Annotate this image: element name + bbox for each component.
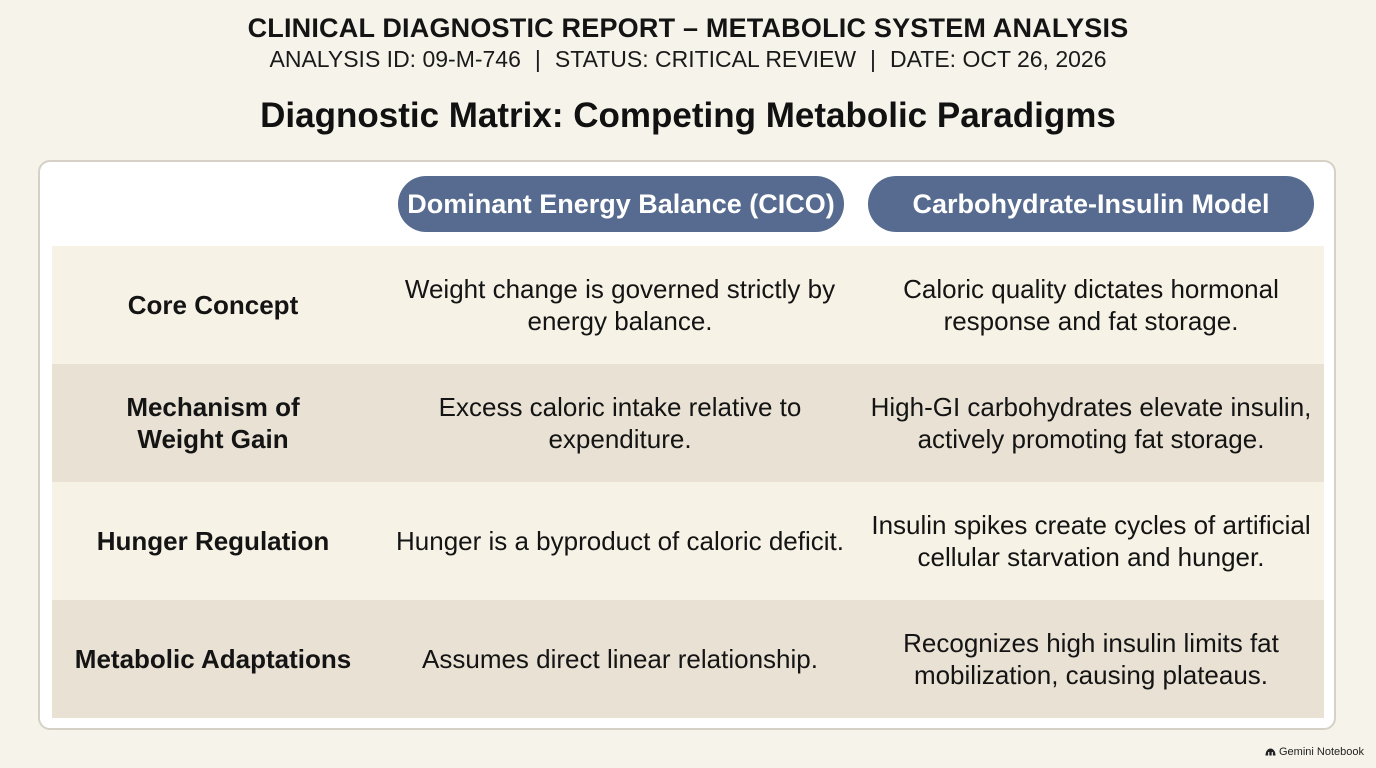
row-label: Metabolic Adaptations xyxy=(74,644,352,674)
row-label: Core Concept xyxy=(127,290,299,320)
row-label: Hunger Regulation xyxy=(96,526,330,556)
diagnostic-matrix-panel: Dominant Energy Balance (CICO) Carbohydr… xyxy=(38,160,1336,730)
matrix-row-hunger-regulation: Hunger Regulation Hunger is a byproduct … xyxy=(52,482,1324,600)
carb-insulin-cell: Caloric quality dictates hormonal respon… xyxy=(903,274,1279,336)
gemini-notebook-badge: Gemini Notebook xyxy=(1265,746,1364,758)
column-header-carb-insulin: Carbohydrate-Insulin Model xyxy=(868,176,1314,232)
cico-cell: Assumes direct linear relationship. xyxy=(422,644,818,674)
matrix-row-weight-gain: Mechanism of Weight Gain Excess caloric … xyxy=(52,364,1324,482)
status-text: STATUS: CRITICAL REVIEW xyxy=(554,46,857,72)
column-header-cico: Dominant Energy Balance (CICO) xyxy=(398,176,844,232)
badge-text: Gemini Notebook xyxy=(1279,746,1364,758)
notebook-logo-icon xyxy=(1265,748,1276,756)
cico-cell: Excess caloric intake relative to expend… xyxy=(438,392,802,454)
matrix-row-core-concept: Core Concept Weight change is governed s… xyxy=(52,246,1324,364)
report-header: CLINICAL DIAGNOSTIC REPORT – METABOLIC S… xyxy=(0,12,1376,74)
analysis-id: ANALYSIS ID: 09-M-746 xyxy=(269,46,521,72)
cico-cell: Hunger is a byproduct of caloric deficit… xyxy=(396,526,844,556)
matrix-title: Diagnostic Matrix: Competing Metabolic P… xyxy=(260,96,1116,135)
carb-insulin-cell: High-GI carbohydrates elevate insulin, a… xyxy=(870,392,1312,454)
report-date: DATE: OCT 26, 2026 xyxy=(890,46,1107,72)
report-title: CLINICAL DIAGNOSTIC REPORT – METABOLIC S… xyxy=(247,13,1129,43)
row-label-text: Mechanism of Weight Gain xyxy=(126,392,300,454)
meta-separator: | xyxy=(870,46,877,72)
row-label: Mechanism of Weight Gain xyxy=(52,364,374,482)
cico-cell: Weight change is governed strictly by en… xyxy=(404,274,836,336)
report-meta-line: ANALYSIS ID: 09-M-746 | STATUS: CRITICAL R… xyxy=(0,44,1376,74)
meta-separator: | xyxy=(534,46,541,72)
matrix-row-metabolic-adaptations: Metabolic Adaptations Assumes direct lin… xyxy=(52,600,1324,718)
carb-insulin-cell: Recognizes high insulin limits fat mobil… xyxy=(903,628,1279,690)
carb-insulin-cell: Insulin spikes create cycles of artifici… xyxy=(871,510,1311,572)
